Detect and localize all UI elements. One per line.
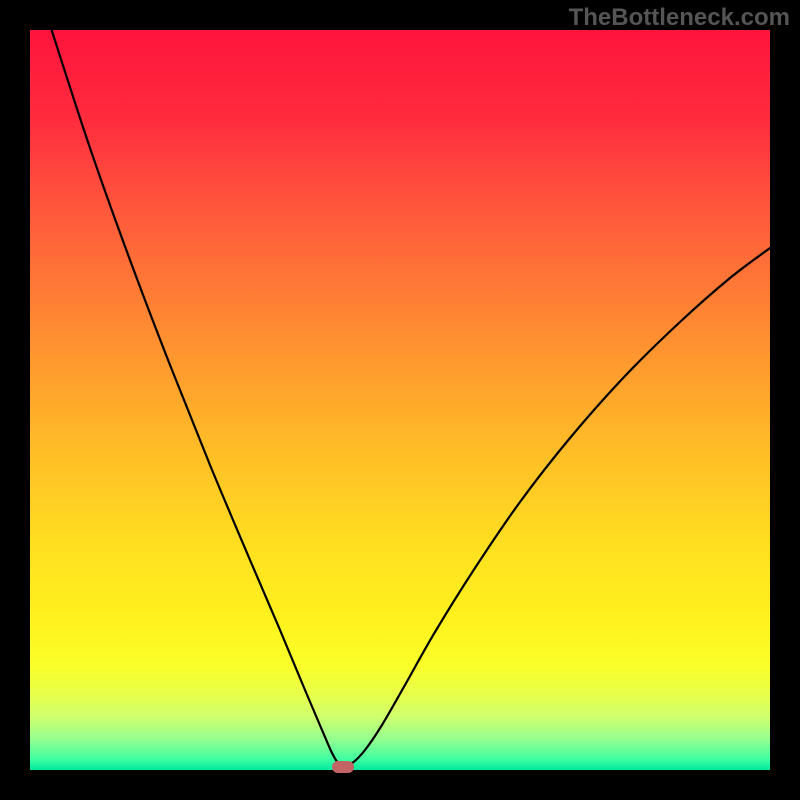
bottleneck-chart: [0, 0, 800, 800]
vertex-marker: [332, 761, 354, 773]
watermark-text: TheBottleneck.com: [569, 4, 790, 32]
chart-container: TheBottleneck.com: [0, 0, 800, 800]
gradient-background: [30, 30, 770, 770]
